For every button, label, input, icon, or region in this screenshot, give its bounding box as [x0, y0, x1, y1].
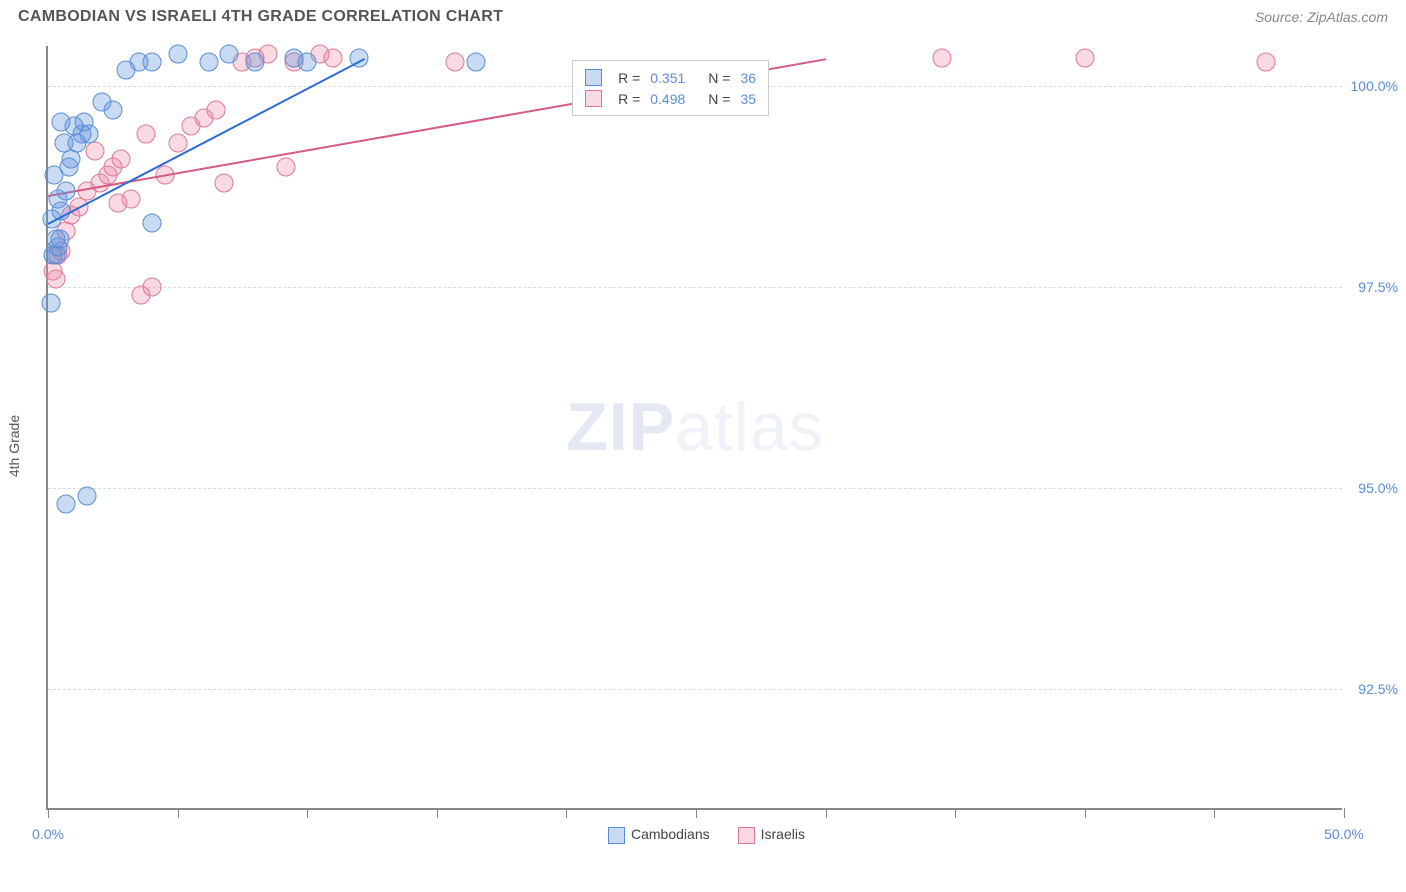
cambodians-point [50, 230, 69, 249]
n-label: N = [708, 70, 730, 86]
y-tick-label: 95.0% [1346, 480, 1398, 496]
watermark: ZIPatlas [566, 388, 823, 466]
y-tick-label: 92.5% [1346, 681, 1398, 697]
cambodians-point [41, 294, 60, 313]
gridline [48, 689, 1342, 690]
legend-swatch [585, 90, 602, 107]
legend-item: Cambodians [608, 826, 710, 844]
x-tick [696, 808, 697, 818]
cambodians-point [51, 113, 70, 132]
israelis-point [108, 193, 127, 212]
x-tick [1344, 808, 1345, 818]
x-tick [437, 808, 438, 818]
cambodians-point [220, 45, 239, 64]
cambodians-point [168, 45, 187, 64]
legend-swatch [738, 827, 755, 844]
series-legend: Cambodians Israelis [608, 826, 805, 844]
cambodians-point [77, 487, 96, 506]
israelis-point [142, 278, 161, 297]
x-tick [955, 808, 956, 818]
x-tick [48, 808, 49, 818]
israelis-point [207, 101, 226, 120]
legend-swatch [585, 69, 602, 86]
r-value: 0.498 [650, 91, 698, 107]
correlation-legend-row: R = 0.351 N = 36 [585, 67, 756, 88]
israelis-point [46, 270, 65, 289]
israelis-point [933, 49, 952, 68]
r-value: 0.351 [650, 70, 698, 86]
israelis-point [277, 157, 296, 176]
correlation-legend: R = 0.351 N = 36 R = 0.498 N = 35 [572, 60, 769, 116]
cambodians-point [142, 213, 161, 232]
y-axis-label: 4th Grade [6, 415, 22, 477]
israelis-point [168, 133, 187, 152]
x-tick [307, 808, 308, 818]
israelis-point [1075, 49, 1094, 68]
cambodians-point [246, 53, 265, 72]
cambodians-point [45, 165, 64, 184]
x-tick-label: 0.0% [32, 826, 64, 842]
y-tick-label: 97.5% [1346, 279, 1398, 295]
cambodians-point [93, 93, 112, 112]
x-tick [566, 808, 567, 818]
x-tick [1214, 808, 1215, 818]
x-tick-label: 50.0% [1324, 826, 1364, 842]
gridline [48, 488, 1342, 489]
n-label: N = [708, 91, 730, 107]
x-tick [178, 808, 179, 818]
y-tick-label: 100.0% [1346, 78, 1398, 94]
cambodians-point [466, 53, 485, 72]
n-value: 36 [740, 70, 756, 86]
source-attribution: Source: ZipAtlas.com [1255, 9, 1388, 25]
israelis-point [324, 49, 343, 68]
r-label: R = [618, 91, 640, 107]
gridline [48, 287, 1342, 288]
x-tick [1085, 808, 1086, 818]
israelis-point [445, 53, 464, 72]
cambodians-point [116, 61, 135, 80]
scatter-chart: ZIPatlas 92.5%95.0%97.5%100.0%0.0%50.0%R… [46, 46, 1342, 810]
correlation-legend-row: R = 0.498 N = 35 [585, 88, 756, 109]
x-tick [826, 808, 827, 818]
israelis-point [215, 173, 234, 192]
legend-label: Cambodians [631, 826, 710, 842]
legend-swatch [608, 827, 625, 844]
cambodians-point [298, 53, 317, 72]
n-value: 35 [740, 91, 756, 107]
israelis-point [1257, 53, 1276, 72]
cambodians-point [57, 181, 76, 200]
cambodians-point [199, 53, 218, 72]
r-label: R = [618, 70, 640, 86]
chart-title: CAMBODIAN VS ISRAELI 4TH GRADE CORRELATI… [18, 8, 503, 26]
israelis-point [137, 125, 156, 144]
cambodians-point [57, 495, 76, 514]
israelis-point [111, 149, 130, 168]
legend-item: Israelis [738, 826, 805, 844]
legend-label: Israelis [761, 826, 805, 842]
cambodians-point [142, 53, 161, 72]
